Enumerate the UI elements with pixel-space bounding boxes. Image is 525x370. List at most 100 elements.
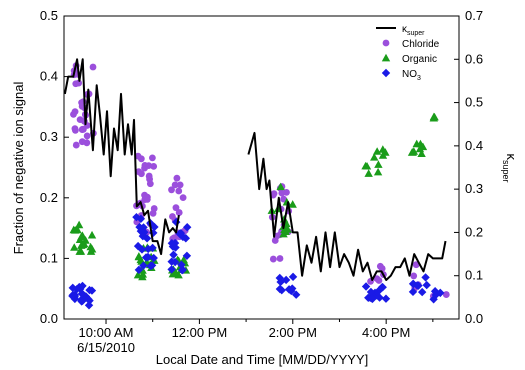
organic-point <box>133 270 143 279</box>
organic-point <box>372 147 382 155</box>
organic-point <box>374 160 383 168</box>
no3-point <box>361 282 371 291</box>
legend-label: κsuper <box>402 24 425 37</box>
organic-point <box>70 226 80 234</box>
y-right-tick-label: 0.6 <box>465 51 483 66</box>
no3-point <box>136 214 146 223</box>
no3-point <box>414 281 423 290</box>
no3-point <box>136 226 146 236</box>
data-layer <box>63 58 450 310</box>
no3-point <box>368 294 377 304</box>
chloride-point <box>271 237 279 244</box>
series-no3 <box>68 212 445 310</box>
chloride-point <box>71 126 79 134</box>
no3-point <box>381 294 391 303</box>
legend-label: Chloride <box>402 39 440 50</box>
no3-point <box>77 289 87 298</box>
no3-point <box>85 285 94 295</box>
no3-point <box>421 273 430 282</box>
kappa-line <box>63 58 180 256</box>
organic-point <box>86 247 96 255</box>
chloride-point <box>79 125 87 133</box>
no3-point <box>148 243 157 253</box>
no3-point <box>181 234 191 243</box>
chloride-point <box>89 63 97 71</box>
organic-point <box>370 153 379 161</box>
chloride-point <box>78 99 86 107</box>
kappa-line <box>247 131 447 281</box>
chloride-point <box>143 193 151 201</box>
y-axis-right-title: κsuper <box>501 153 519 182</box>
chloride-point <box>146 175 153 183</box>
chloride-point <box>175 209 183 216</box>
y-axis-right-title-main: κ <box>504 153 519 160</box>
no3-point <box>417 287 427 297</box>
no3-point <box>275 284 285 294</box>
x-tick-date-label: 6/15/2010 <box>77 340 135 355</box>
no3-point <box>176 228 186 238</box>
no3-point <box>178 265 188 275</box>
x-tick-label: 4:00 PM <box>362 325 410 340</box>
no3-point <box>68 283 77 293</box>
y-left-tick-label: 0.1 <box>40 250 58 265</box>
y-right-tick-label: 0.7 <box>465 8 483 23</box>
no3-point <box>422 280 431 290</box>
legend-diamond-swatch <box>381 68 391 78</box>
no3-point <box>135 222 144 232</box>
legend-label-main: κ <box>402 24 408 35</box>
organic-point <box>87 230 97 239</box>
ticks: 0.0 0.1 0.2 0.3 0.4 0.5 0.0 0.1 0.2 0.3 0.4 0.5 0.6 0… <box>40 8 483 355</box>
no3-point <box>84 301 94 310</box>
chloride-point <box>269 255 277 263</box>
chloride-point <box>175 187 183 195</box>
no3-point <box>430 287 440 296</box>
legend-label-sub: 3 <box>417 75 421 82</box>
organic-point <box>373 167 383 176</box>
organic-point <box>430 112 439 121</box>
no3-point <box>133 241 143 251</box>
no3-point <box>291 290 301 299</box>
organic-point <box>276 182 285 191</box>
y-axis-right-title-sub: super <box>501 160 511 183</box>
plot-frame <box>63 15 460 320</box>
no3-point <box>170 257 180 267</box>
no3-point <box>366 287 376 297</box>
legend-triangle-swatch <box>381 53 391 62</box>
organic-point <box>279 229 288 238</box>
chloride-point <box>72 80 80 88</box>
y-axis-left-title: Fraction of negative ion signal <box>11 82 26 255</box>
chloride-point <box>150 162 158 170</box>
chloride-point <box>410 272 418 280</box>
no3-point <box>147 261 157 270</box>
chloride-point <box>270 190 278 198</box>
y-right-tick-label: 0.2 <box>465 224 483 239</box>
y-left-tick-label: 0.4 <box>40 69 58 84</box>
legend-label-main: Chloride <box>402 39 440 50</box>
organic-point <box>138 272 147 281</box>
no3-point <box>143 252 153 262</box>
organic-point <box>70 243 79 251</box>
y-right-tick-label: 0.1 <box>465 268 483 283</box>
no3-point <box>281 275 291 285</box>
no3-point <box>139 261 148 270</box>
chloride-point <box>145 162 153 170</box>
no3-point <box>288 272 298 282</box>
chloride-point <box>78 138 86 146</box>
y-left-tick-label: 0.3 <box>40 129 58 144</box>
y-left-tick-label: 0.0 <box>40 311 58 326</box>
organic-point <box>416 139 425 148</box>
chloride-point <box>283 188 290 196</box>
legend-label: Organic <box>402 54 437 65</box>
no3-point <box>167 238 177 248</box>
x-tick-label: 12:00 PM <box>172 325 228 340</box>
organic-point <box>415 144 425 153</box>
y-right-tick-label: 0.3 <box>465 181 483 196</box>
legend-label-main: NO <box>402 69 417 80</box>
no3-point <box>68 290 78 300</box>
chloride-point <box>378 265 386 272</box>
chloride-point <box>173 174 181 182</box>
no3-point <box>134 265 144 275</box>
x-tick-label: 10:00 AM <box>79 325 134 340</box>
y-right-tick-label: 0.0 <box>465 311 483 326</box>
x-axis-title: Local Date and Time [MM/DD/YYYY] <box>156 352 368 367</box>
